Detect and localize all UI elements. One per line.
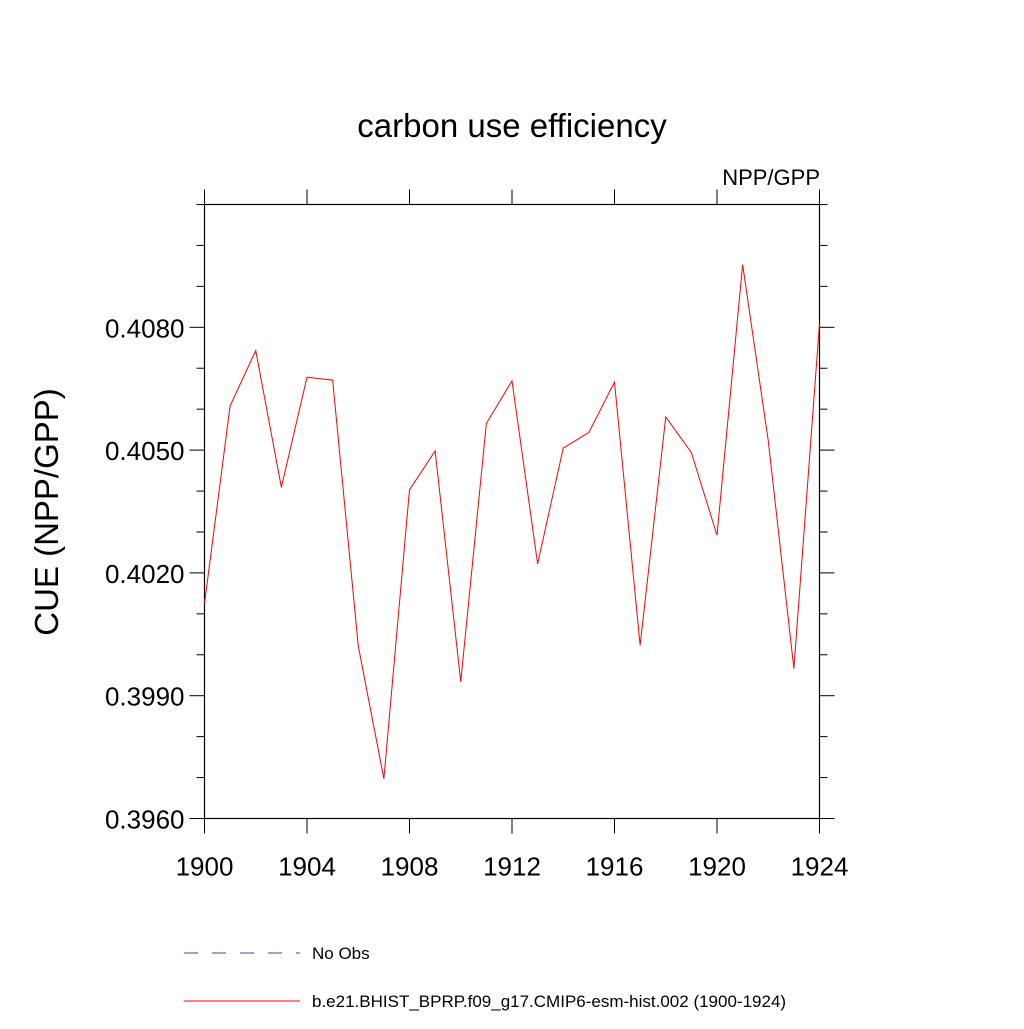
x-tick-label: 1912: [483, 852, 541, 882]
x-axis-ticks: 1900 1904 1908 1912 1916 1920 1924: [176, 190, 849, 882]
legend-label: No Obs: [312, 944, 370, 963]
y-tick-label: 0.3990: [105, 682, 185, 712]
x-tick-label: 1900: [176, 852, 234, 882]
y-axis-ticks: 0.3960 0.3990 0.4020 0.4050 0.4080: [105, 205, 835, 835]
x-tick-label: 1904: [278, 852, 336, 882]
series-line: [205, 265, 820, 779]
x-tick-label: 1920: [688, 852, 746, 882]
y-tick-label: 0.4050: [105, 436, 185, 466]
x-tick-label: 1924: [791, 852, 849, 882]
x-tick-label: 1916: [586, 852, 644, 882]
plot-frame: [205, 205, 820, 819]
x-tick-label: 1908: [381, 852, 439, 882]
y-axis-label: CUE (NPP/GPP): [28, 388, 65, 636]
series-layer: [204, 265, 819, 779]
chart-subtitle: NPP/GPP: [722, 165, 820, 190]
y-tick-label: 0.4020: [105, 559, 185, 589]
chart-title: carbon use efficiency: [357, 107, 667, 144]
y-tick-label: 0.4080: [105, 313, 185, 343]
y-tick-label: 0.3960: [105, 805, 185, 835]
legend-label: b.e21.BHIST_BPRP.f09_g17.CMIP6-esm-hist.…: [312, 992, 786, 1011]
legend: No Obs b.e21.BHIST_BPRP.f09_g17.CMIP6-esm…: [184, 944, 786, 1011]
